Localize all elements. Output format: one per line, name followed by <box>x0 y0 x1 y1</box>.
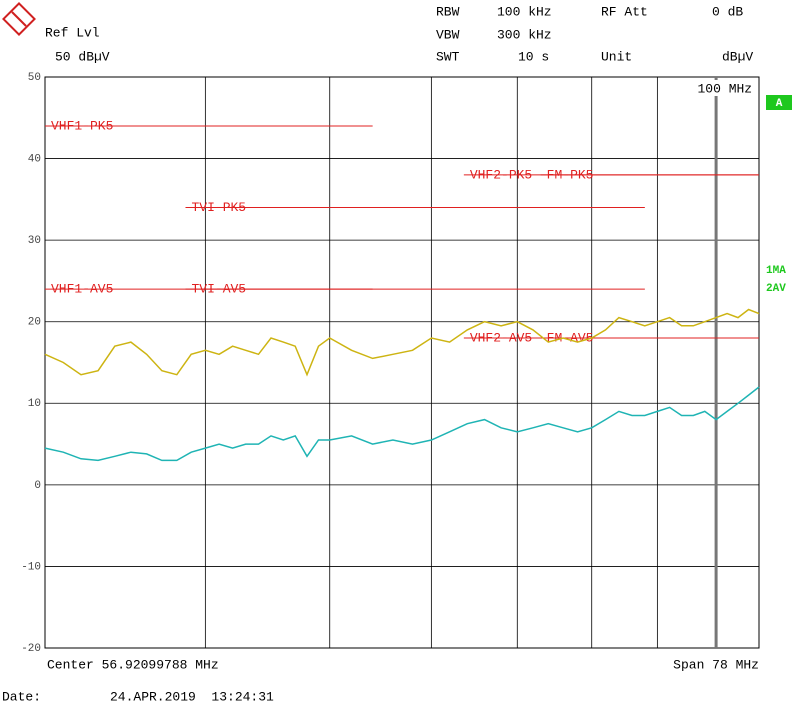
limit-label: FM-PK5 <box>547 167 594 182</box>
y-tick-label: 40 <box>28 153 41 165</box>
trace <box>44 308 760 377</box>
setting-value: 300 kHz <box>497 27 552 42</box>
center-freq: Center 56.92099788 MHz <box>47 657 219 672</box>
setting-value: dBµV <box>722 49 753 64</box>
y-tick-label: 10 <box>28 398 41 410</box>
limit-label: VHF2-AV5 <box>470 330 532 345</box>
y-tick-label: 20 <box>28 317 41 329</box>
setting-label: RF Att <box>601 4 648 19</box>
logo <box>2 2 36 36</box>
setting-label: Unit <box>601 49 632 64</box>
trace-label: 2AV <box>766 283 786 295</box>
ref-lvl: 50 dBµV <box>55 49 110 64</box>
trace <box>44 386 760 462</box>
limit-label: TVI-PK5 <box>191 200 246 215</box>
marker-label-bg <box>678 80 753 96</box>
marker-box <box>766 95 792 110</box>
setting-value: 100 kHz <box>497 4 552 19</box>
marker-box-label: A <box>776 98 783 110</box>
limit-label: FM-AV5 <box>547 330 594 345</box>
y-tick-label: 30 <box>28 235 41 247</box>
setting-label: RBW <box>436 4 460 19</box>
setting-label: VBW <box>436 27 460 42</box>
limit-label: VHF1-PK5 <box>51 118 113 133</box>
date: 24.APR.2019 13:24:31 <box>110 689 274 704</box>
ref-lvl-label: Ref Lvl <box>45 25 100 40</box>
span: Span 78 MHz <box>673 657 759 672</box>
setting-value: 10 s <box>518 49 549 64</box>
y-tick-label: 0 <box>34 480 41 492</box>
limit-label: TVI-AV5 <box>191 282 246 297</box>
date-label: Date: <box>2 689 41 704</box>
y-tick-label: -20 <box>21 643 41 655</box>
plot-frame <box>44 76 760 649</box>
setting-value: 0 dB <box>712 4 743 19</box>
y-tick-label: -10 <box>21 561 41 573</box>
setting-label: SWT <box>436 49 460 64</box>
limit-label: VHF2-PK5 <box>470 167 532 182</box>
marker-line-label: 100 MHz <box>697 81 752 96</box>
limit-label: VHF1-AV5 <box>51 282 113 297</box>
trace-label: 1MA <box>766 265 786 277</box>
y-tick-label: 50 <box>28 72 41 84</box>
